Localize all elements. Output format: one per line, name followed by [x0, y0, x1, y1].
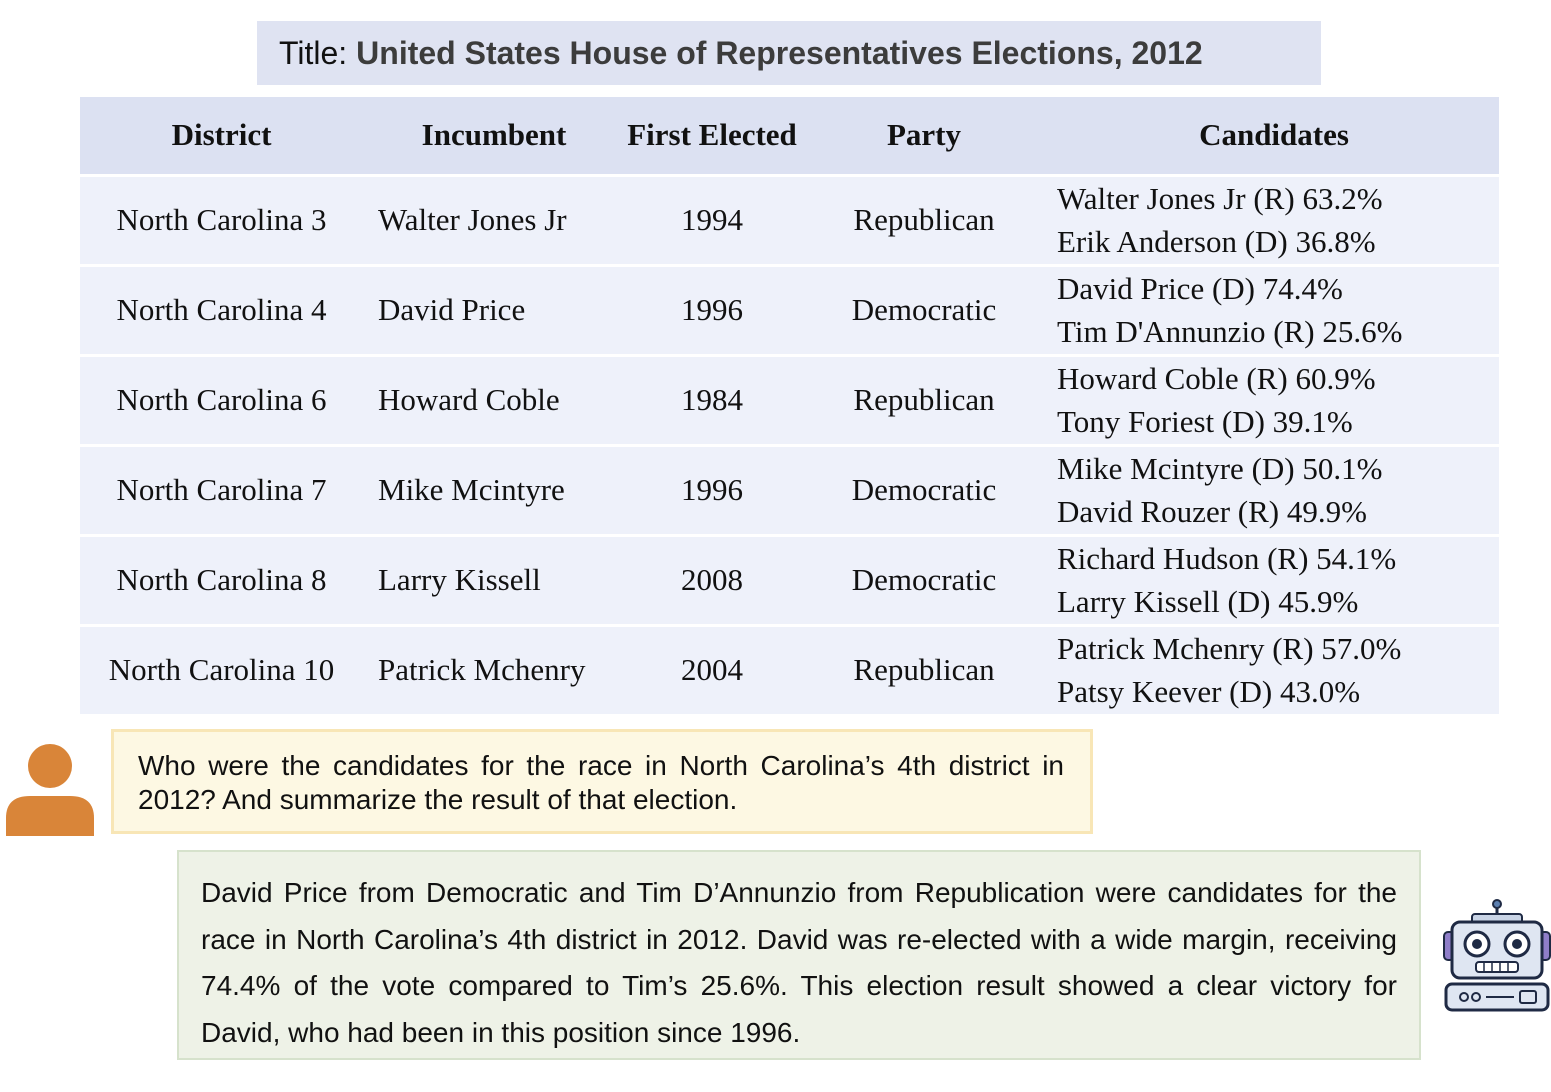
candidate-line: David Price (D) 74.4% — [1057, 270, 1343, 306]
incumbent-cell: David Price — [378, 292, 526, 327]
party-cell: Democratic — [851, 472, 997, 507]
robot-icon — [1442, 898, 1551, 1014]
user-avatar-icon — [6, 744, 94, 836]
table-row: North Carolina 6 Howard Coble 1984 Repub… — [80, 355, 1499, 445]
table-row: North Carolina 7 Mike Mcintyre 1996 Demo… — [80, 445, 1499, 535]
candidate-line: Howard Coble (R) 60.9% — [1057, 360, 1376, 396]
district-cell: North Carolina 4 — [116, 292, 327, 327]
title-text: United States House of Representatives E… — [356, 34, 1203, 71]
party-cell: Republican — [853, 382, 995, 417]
column-header-district: District — [171, 117, 272, 153]
district-cell: North Carolina 6 — [116, 382, 327, 417]
column-header-first-elected: First Elected — [627, 117, 797, 153]
party-cell: Republican — [853, 202, 995, 237]
district-cell: North Carolina 10 — [108, 652, 335, 687]
answer-text: David Price from Democratic and Tim D’An… — [201, 877, 1397, 1048]
column-header-incumbent: Incumbent — [421, 117, 567, 153]
candidate-line: Patrick Mchenry (R) 57.0% — [1057, 630, 1402, 666]
candidate-line: David Rouzer (R) 49.9% — [1057, 494, 1367, 529]
candidates-cell: Richard Hudson (R) 54.1% Larry Kissell (D… — [1049, 535, 1499, 625]
candidates-cell: Walter Jones Jr (R) 63.2% Erik Anderson (… — [1049, 175, 1499, 265]
first-elected-cell: 1996 — [681, 292, 743, 327]
first-elected-cell: 1984 — [681, 382, 743, 417]
table-row: North Carolina 10 Patrick Mchenry 2004 R… — [80, 625, 1499, 714]
question-text: Who were the candidates for the race in … — [138, 750, 1064, 815]
candidates-cell: Patrick Mchenry (R) 57.0% Patsy Keever (D… — [1049, 625, 1499, 714]
party-cell: Democratic — [851, 562, 997, 597]
table-title: Title: United States House of Representa… — [257, 21, 1321, 85]
candidates-cell: Howard Coble (R) 60.9% Tony Foriest (D) 3… — [1049, 355, 1499, 445]
table-row: North Carolina 4 David Price 1996 Democr… — [80, 265, 1499, 355]
elections-table: District Incumbent First Elected Party C… — [80, 97, 1499, 714]
table-row: North Carolina 8 Larry Kissell 2008 Demo… — [80, 535, 1499, 625]
candidate-line: Erik Anderson (D) 36.8% — [1057, 224, 1376, 259]
incumbent-cell: Patrick Mchenry — [378, 652, 586, 687]
table-header-row: District Incumbent First Elected Party C… — [80, 97, 1499, 175]
incumbent-cell: Mike Mcintyre — [378, 472, 565, 507]
district-cell: North Carolina 8 — [116, 562, 327, 597]
incumbent-cell: Howard Coble — [378, 382, 560, 417]
incumbent-cell: Walter Jones Jr — [378, 202, 567, 237]
answer-bubble: David Price from Democratic and Tim D’An… — [177, 850, 1421, 1060]
district-cell: North Carolina 7 — [116, 472, 327, 507]
first-elected-cell: 2004 — [681, 652, 743, 687]
party-cell: Republican — [853, 652, 995, 687]
column-header-candidates: Candidates — [1199, 117, 1349, 153]
title-prefix: Title: — [279, 34, 348, 71]
candidate-line: Larry Kissell (D) 45.9% — [1057, 584, 1359, 619]
question-bubble: Who were the candidates for the race in … — [111, 729, 1093, 834]
candidate-line: Tim D'Annunzio (R) 25.6% — [1057, 314, 1403, 349]
first-elected-cell: 2008 — [681, 562, 743, 597]
candidate-line: Patsy Keever (D) 43.0% — [1057, 674, 1361, 709]
candidates-cell: David Price (D) 74.4% Tim D'Annunzio (R) … — [1049, 265, 1499, 355]
first-elected-cell: 1996 — [681, 472, 743, 507]
candidate-line: Walter Jones Jr (R) 63.2% — [1057, 180, 1383, 216]
first-elected-cell: 1994 — [681, 202, 743, 237]
candidate-line: Mike Mcintyre (D) 50.1% — [1057, 450, 1383, 486]
candidate-line: Richard Hudson (R) 54.1% — [1057, 540, 1397, 576]
column-header-party: Party — [886, 117, 962, 153]
candidate-line: Tony Foriest (D) 39.1% — [1057, 404, 1353, 439]
party-cell: Democratic — [851, 292, 997, 327]
district-cell: North Carolina 3 — [116, 202, 327, 237]
incumbent-cell: Larry Kissell — [378, 562, 541, 597]
table-row: North Carolina 3 Walter Jones Jr 1994 Re… — [80, 175, 1499, 265]
candidates-cell: Mike Mcintyre (D) 50.1% David Rouzer (R) … — [1049, 445, 1499, 535]
